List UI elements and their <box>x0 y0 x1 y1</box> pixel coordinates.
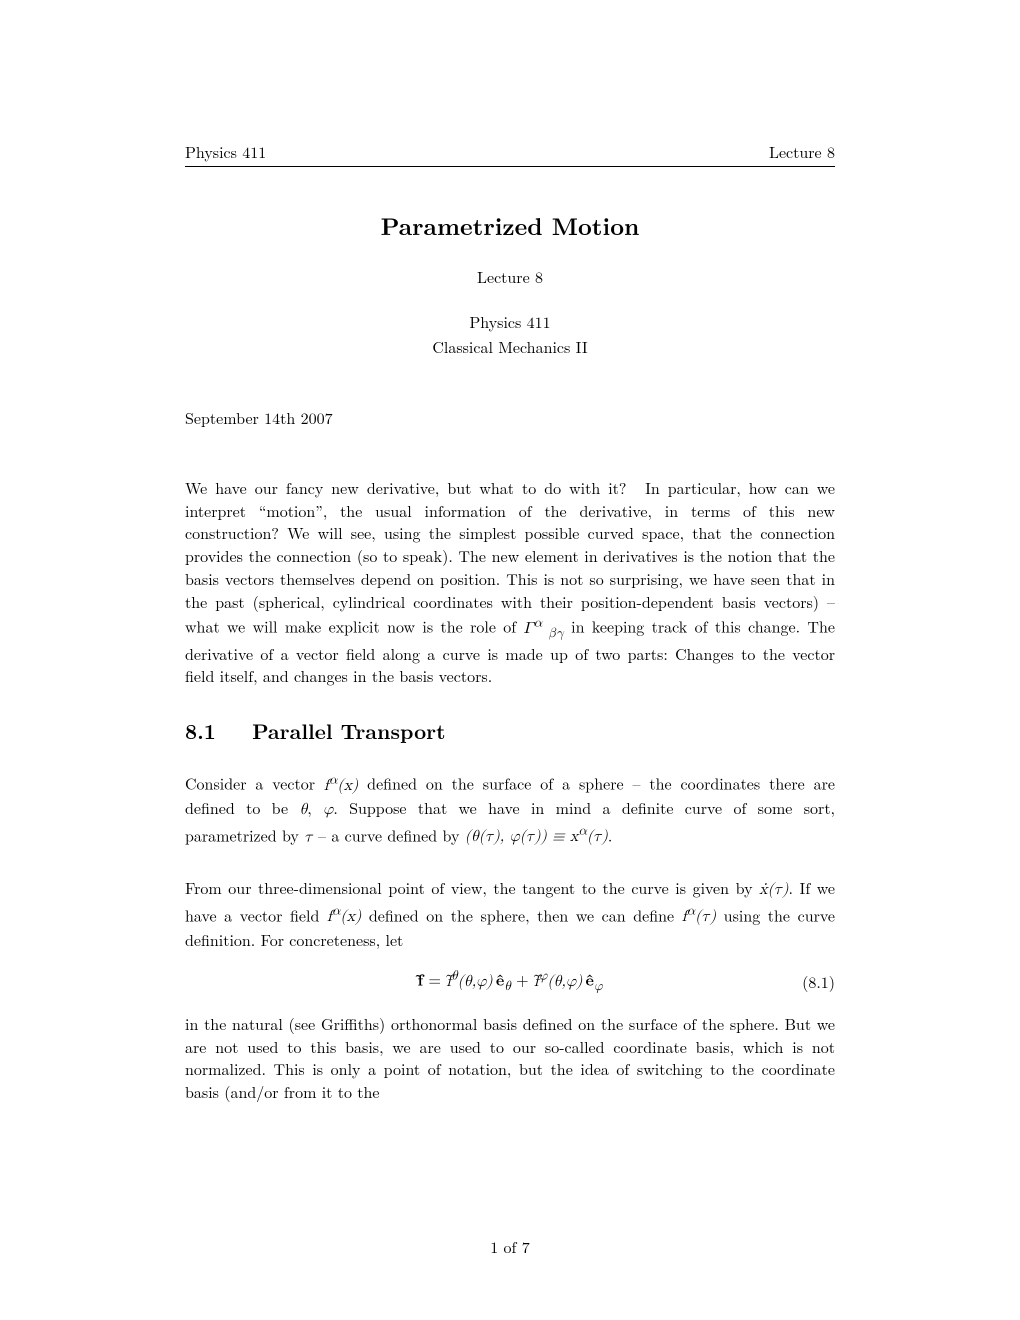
lecture-number: Lecture 8 <box>185 265 835 288</box>
paragraph-4: in the natural (see Griffiths) orthonorm… <box>185 1013 835 1104</box>
paragraph-2: Consider a vector fα(x) defined on the s… <box>185 770 835 849</box>
course-name: Classical Mechanics II <box>185 335 835 358</box>
section-number: 8.1 <box>185 716 216 746</box>
intro-paragraph: We have our fancy new derivative, but wh… <box>185 477 835 688</box>
equation-8-1: f̃ = f̃θ(θ,φ) êθ + f̃φ(θ,φ) êφ (8.1) <box>185 967 835 995</box>
section-heading: 8.1 Parallel Transport <box>185 716 835 746</box>
paragraph-3: From our three-dimensional point of view… <box>185 877 835 951</box>
header-right: Lecture 8 <box>769 140 835 163</box>
document-title: Parametrized Motion <box>185 209 835 243</box>
equation-label: (8.1) <box>802 970 835 993</box>
page-header: Physics 411 Lecture 8 <box>185 140 835 167</box>
page-number: 1 of 7 <box>490 1235 530 1258</box>
course-number: Physics 411 <box>185 310 835 333</box>
lecture-date: September 14th 2007 <box>185 406 835 429</box>
section-title: Parallel Transport <box>252 716 445 746</box>
equation-content: f̃ = f̃θ(θ,φ) êθ + f̃φ(θ,φ) êφ <box>185 967 835 995</box>
header-left: Physics 411 <box>185 140 266 163</box>
